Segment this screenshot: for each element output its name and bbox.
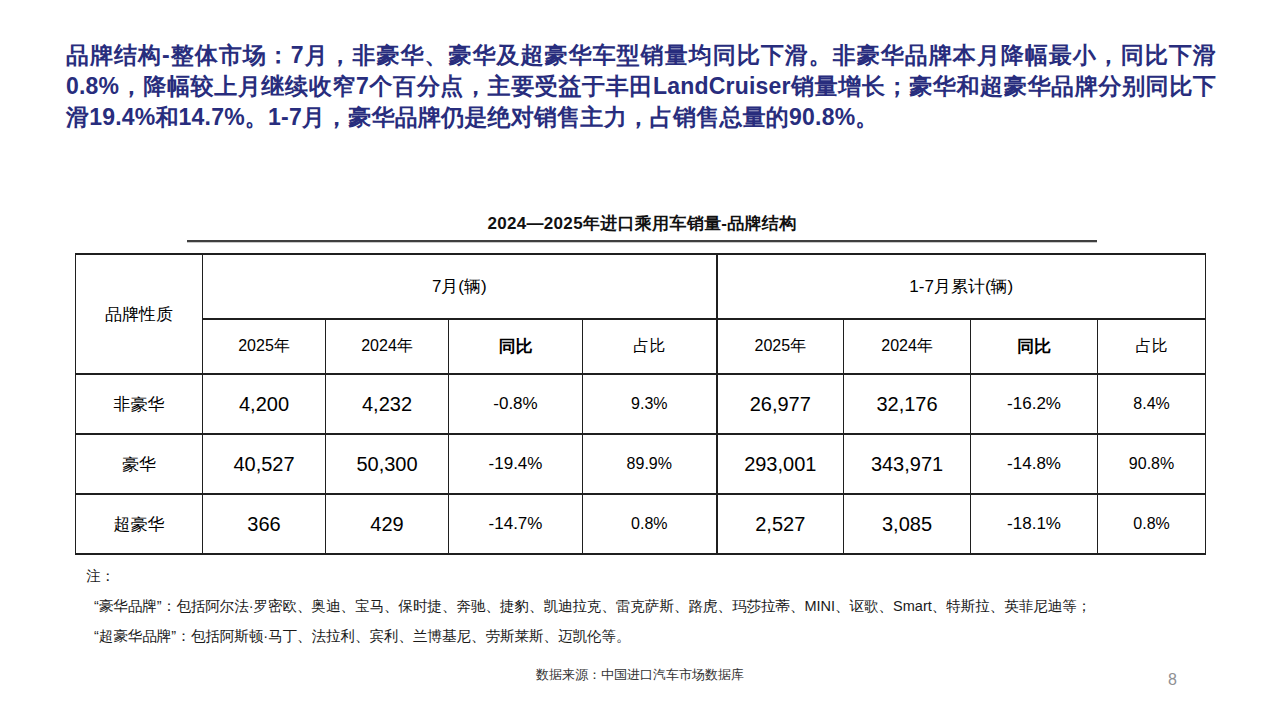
page-number: 8: [1168, 671, 1177, 689]
table-cell: -16.2%: [971, 374, 1098, 434]
sub-header: 2024年: [326, 319, 449, 374]
row-label: 非豪华: [76, 374, 203, 434]
sub-header: 2024年: [844, 319, 971, 374]
table-cell: -18.1%: [971, 494, 1098, 554]
table-cell: 26,977: [717, 374, 844, 434]
table-cell: 50,300: [326, 434, 449, 494]
sub-header: 同比: [449, 319, 583, 374]
table-caption: 2024—2025年进口乘用车销量-品牌结构: [187, 212, 1097, 235]
caption-underline: [187, 240, 1097, 243]
data-source: 数据来源：中国进口汽车市场数据库: [0, 666, 1280, 684]
table-cell: -0.8%: [449, 374, 583, 434]
table-cell: -14.7%: [449, 494, 583, 554]
row-label: 豪华: [76, 434, 203, 494]
slide: 品牌结构-整体市场：7月，非豪华、豪华及超豪华车型销量均同比下滑。非豪华品牌本月…: [0, 0, 1280, 720]
headline-text: 品牌结构-整体市场：7月，非豪华、豪华及超豪华车型销量均同比下滑。非豪华品牌本月…: [66, 40, 1216, 133]
table-cell: -19.4%: [449, 434, 583, 494]
table-cell: 0.8%: [583, 494, 717, 554]
corner-header: 品牌性质: [76, 254, 203, 374]
table-cell: 2,527: [717, 494, 844, 554]
table-cell: -14.8%: [971, 434, 1098, 494]
luxury-brand-note: “豪华品牌”：包括阿尔法·罗密欧、奥迪、宝马、保时捷、奔驰、捷豹、凯迪拉克、雷克…: [86, 591, 1091, 621]
sub-header: 2025年: [717, 319, 844, 374]
table-cell: 0.8%: [1098, 494, 1206, 554]
row-label: 超豪华: [76, 494, 203, 554]
table-cell: 4,200: [203, 374, 326, 434]
table-cell: 89.9%: [583, 434, 717, 494]
table-cell: 90.8%: [1098, 434, 1206, 494]
table-cell: 40,527: [203, 434, 326, 494]
table-cell: 4,232: [326, 374, 449, 434]
notes-block: 注： “豪华品牌”：包括阿尔法·罗密欧、奥迪、宝马、保时捷、奔驰、捷豹、凯迪拉克…: [86, 561, 1091, 651]
table-cell: 366: [203, 494, 326, 554]
table-cell: 3,085: [844, 494, 971, 554]
table-cell: 429: [326, 494, 449, 554]
table-cell: 293,001: [717, 434, 844, 494]
table-row: 超豪华 366 429 -14.7% 0.8% 2,527 3,085 -18.…: [76, 494, 1206, 554]
group-header-july: 7月(辆): [203, 254, 717, 319]
sub-header: 2025年: [203, 319, 326, 374]
group-header-ytd: 1-7月累计(辆): [717, 254, 1206, 319]
sales-table: 品牌性质 7月(辆) 1-7月累计(辆) 2025年 2024年 同比 占比 2…: [75, 253, 1206, 555]
sub-header: 占比: [1098, 319, 1206, 374]
table-cell: 9.3%: [583, 374, 717, 434]
table-row: 豪华 40,527 50,300 -19.4% 89.9% 293,001 34…: [76, 434, 1206, 494]
notes-heading: 注：: [86, 561, 1091, 591]
table-cell: 343,971: [844, 434, 971, 494]
table-row: 非豪华 4,200 4,232 -0.8% 9.3% 26,977 32,176…: [76, 374, 1206, 434]
table-cell: 8.4%: [1098, 374, 1206, 434]
table-cell: 32,176: [844, 374, 971, 434]
sub-header: 同比: [971, 319, 1098, 374]
ultra-luxury-brand-note: “超豪华品牌”：包括阿斯顿·马丁、法拉利、宾利、兰博基尼、劳斯莱斯、迈凯伦等。: [86, 621, 1091, 651]
sub-header: 占比: [583, 319, 717, 374]
